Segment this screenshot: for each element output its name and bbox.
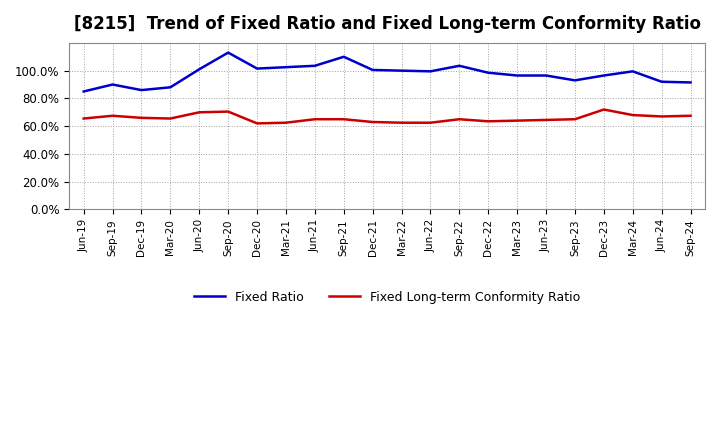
Fixed Long-term Conformity Ratio <box>426 120 435 125</box>
Line: Fixed Ratio: Fixed Ratio <box>84 53 690 92</box>
Fixed Long-term Conformity Ratio <box>686 113 695 118</box>
Fixed Long-term Conformity Ratio <box>513 118 521 123</box>
Fixed Ratio <box>686 80 695 85</box>
Fixed Long-term Conformity Ratio <box>166 116 175 121</box>
Fixed Ratio <box>339 54 348 59</box>
Fixed Long-term Conformity Ratio <box>79 116 88 121</box>
Fixed Ratio <box>600 73 608 78</box>
Fixed Ratio <box>426 69 435 74</box>
Fixed Long-term Conformity Ratio <box>369 119 377 125</box>
Fixed Ratio <box>79 89 88 94</box>
Fixed Ratio <box>455 63 464 69</box>
Fixed Ratio <box>310 63 319 69</box>
Fixed Long-term Conformity Ratio <box>253 121 261 126</box>
Fixed Ratio <box>513 73 521 78</box>
Fixed Ratio <box>166 84 175 90</box>
Fixed Long-term Conformity Ratio <box>339 117 348 122</box>
Fixed Long-term Conformity Ratio <box>137 115 145 121</box>
Fixed Ratio <box>484 70 492 75</box>
Fixed Long-term Conformity Ratio <box>657 114 666 119</box>
Fixed Ratio <box>224 50 233 55</box>
Fixed Long-term Conformity Ratio <box>108 113 117 118</box>
Fixed Long-term Conformity Ratio <box>541 117 550 123</box>
Fixed Ratio <box>369 67 377 73</box>
Fixed Ratio <box>253 66 261 71</box>
Fixed Ratio <box>657 79 666 84</box>
Fixed Ratio <box>195 66 204 72</box>
Fixed Ratio <box>571 78 580 83</box>
Fixed Ratio <box>282 65 290 70</box>
Fixed Ratio <box>541 73 550 78</box>
Fixed Ratio <box>137 88 145 93</box>
Fixed Ratio <box>397 68 406 73</box>
Fixed Long-term Conformity Ratio <box>310 117 319 122</box>
Fixed Long-term Conformity Ratio <box>629 113 637 118</box>
Fixed Ratio <box>629 69 637 74</box>
Fixed Long-term Conformity Ratio <box>600 107 608 112</box>
Fixed Long-term Conformity Ratio <box>195 110 204 115</box>
Fixed Long-term Conformity Ratio <box>224 109 233 114</box>
Title: [8215]  Trend of Fixed Ratio and Fixed Long-term Conformity Ratio: [8215] Trend of Fixed Ratio and Fixed Lo… <box>73 15 701 33</box>
Fixed Long-term Conformity Ratio <box>571 117 580 122</box>
Fixed Long-term Conformity Ratio <box>282 120 290 125</box>
Legend: Fixed Ratio, Fixed Long-term Conformity Ratio: Fixed Ratio, Fixed Long-term Conformity … <box>189 286 585 309</box>
Fixed Long-term Conformity Ratio <box>484 119 492 124</box>
Line: Fixed Long-term Conformity Ratio: Fixed Long-term Conformity Ratio <box>84 110 690 123</box>
Fixed Ratio <box>108 82 117 87</box>
Fixed Long-term Conformity Ratio <box>397 120 406 125</box>
Fixed Long-term Conformity Ratio <box>455 117 464 122</box>
